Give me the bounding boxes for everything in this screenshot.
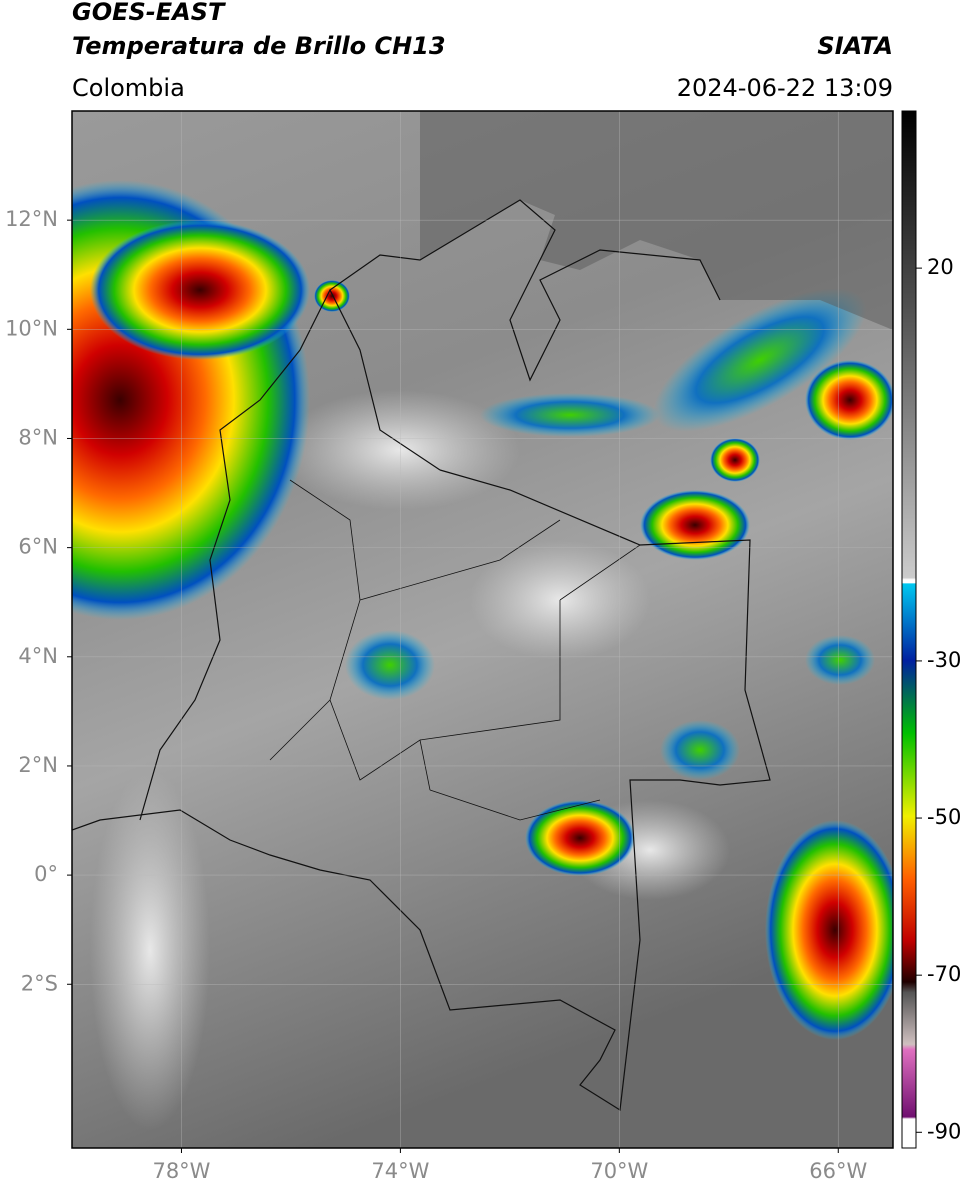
colorbar-label: 20 [927, 255, 954, 279]
y-tick-label: 12°N [5, 207, 58, 231]
x-tick-label: 74°W [371, 1159, 429, 1183]
colorbar-label: -30 [927, 648, 961, 672]
satellite: GOES-EAST [72, 0, 226, 26]
y-tick-label: 0° [34, 862, 58, 886]
map-frame [71, 110, 894, 1149]
y-tick-label: 10°N [5, 316, 58, 340]
source: SIATA [817, 32, 893, 60]
colorbar-label: -50 [927, 805, 961, 829]
y-tick-label: 6°N [18, 535, 58, 559]
y-tick-label: 2°S [21, 971, 58, 995]
colorbar [901, 110, 917, 1149]
product: Temperatura de Brillo CH13 [72, 32, 446, 60]
colorbar-label: -70 [927, 962, 961, 986]
satellite-image [72, 111, 893, 1148]
graticule [72, 111, 893, 1148]
region: Colombia [72, 74, 185, 102]
x-tick-label: 66°W [809, 1159, 867, 1183]
colorbar-label: -90 [927, 1119, 961, 1143]
x-tick-label: 70°W [590, 1159, 648, 1183]
y-tick-label: 2°N [18, 753, 58, 777]
x-tick-label: 78°W [152, 1159, 210, 1183]
y-tick-label: 4°N [18, 644, 58, 668]
datetime: 2024-06-22 13:09 [677, 74, 893, 102]
y-tick-label: 8°N [18, 425, 58, 449]
